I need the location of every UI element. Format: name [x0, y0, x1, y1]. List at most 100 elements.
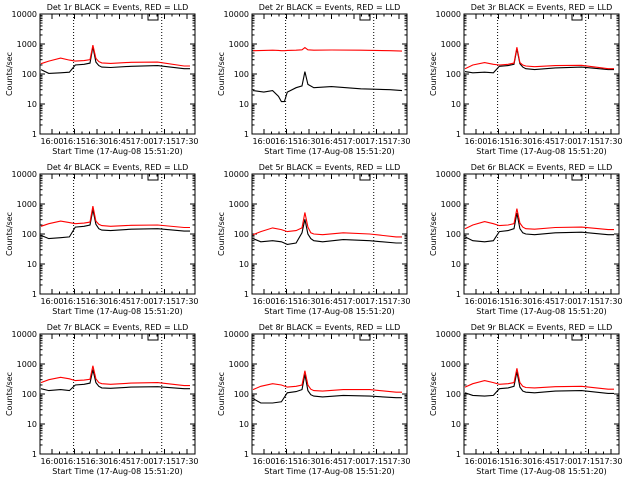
x-tick-label: 16:15: [275, 297, 298, 306]
x-tick-label: 17:00: [554, 297, 577, 306]
x-tick-label: 17:00: [130, 137, 153, 146]
y-tick-label: 10: [451, 100, 461, 109]
x-tick-label: 17:15: [577, 137, 600, 146]
y-tick-label: 1: [244, 450, 249, 459]
y-tick-label: 1: [32, 130, 37, 139]
y-tick-label: 10000: [12, 330, 37, 339]
x-tick-label: 16:30: [297, 457, 320, 466]
interval-marker: [359, 334, 371, 341]
y-axis-label: Counts/sec: [5, 212, 14, 256]
y-tick-label: 1000: [229, 40, 249, 49]
x-tick-label: 16:15: [63, 297, 86, 306]
detector-panel-1: Det 1r BLACK = Events, RED = LLD 1 10 100 10…: [5, 3, 199, 156]
y-tick-label: 1: [244, 290, 249, 299]
detector-panel-5: Det 5r BLACK = Events, RED = LLD 1 10 100 10…: [217, 163, 411, 316]
plot-frame: [39, 173, 196, 295]
y-tick-label: 10000: [12, 170, 37, 179]
y-tick-label: 1000: [17, 200, 37, 209]
y-tick-label: 10000: [224, 10, 249, 19]
panel-title: Det 3r BLACK = Events, RED = LLD: [471, 3, 613, 12]
y-tick-label: 1: [456, 450, 461, 459]
y-tick-label: 10000: [12, 10, 37, 19]
x-tick-label: 17:00: [554, 137, 577, 146]
y-axis-label: Counts/sec: [217, 212, 226, 256]
series-line-lld: [252, 46, 403, 52]
series-line-events: [252, 71, 403, 103]
x-tick-label: 16:45: [320, 137, 343, 146]
panel-title: Det 1r BLACK = Events, RED = LLD: [47, 3, 189, 12]
x-tick-label: 17:15: [365, 457, 388, 466]
y-tick-label: 10: [27, 100, 37, 109]
series-line-lld: [252, 370, 402, 393]
x-tick-label: 17:15: [153, 457, 176, 466]
x-tick-label: 17:00: [554, 457, 577, 466]
y-tick-label: 100: [22, 390, 37, 399]
x-tick-label: 17:15: [153, 297, 176, 306]
detector-panel-3: Det 3r BLACK = Events, RED = LLD 1 10 100 10…: [429, 3, 623, 156]
x-tick-label: 16:30: [297, 297, 320, 306]
x-tick-label: 17:30: [599, 457, 622, 466]
y-tick-label: 1000: [441, 40, 461, 49]
interval-marker: [571, 14, 583, 21]
x-axis-label: Start Time (17-Aug-08 15:51:20): [264, 307, 395, 316]
series-line-events: [252, 374, 402, 404]
y-tick-label: 100: [234, 70, 249, 79]
x-tick-label: 16:30: [509, 457, 532, 466]
x-tick-label: 16:00: [40, 297, 63, 306]
y-axis-label: Counts/sec: [429, 372, 438, 416]
y-tick-label: 100: [446, 390, 461, 399]
y-tick-label: 1000: [441, 200, 461, 209]
panel-title: Det 7r BLACK = Events, RED = LLD: [47, 323, 189, 332]
series-line-events: [252, 219, 402, 245]
x-axis-label: Start Time (17-Aug-08 15:51:20): [52, 307, 183, 316]
x-tick-label: 17:30: [387, 297, 410, 306]
y-tick-label: 1000: [441, 360, 461, 369]
detector-panel-9: Det 9r BLACK = Events, RED = LLD 1 10 100 10…: [429, 323, 623, 476]
y-tick-label: 1000: [17, 360, 37, 369]
x-tick-label: 17:30: [175, 297, 198, 306]
x-tick-label: 17:30: [175, 137, 198, 146]
y-tick-label: 10: [27, 260, 37, 269]
x-tick-label: 16:00: [252, 457, 275, 466]
interval-marker: [147, 14, 159, 21]
x-tick-label: 16:15: [487, 137, 510, 146]
x-tick-label: 16:15: [487, 297, 510, 306]
panel-title: Det 6r BLACK = Events, RED = LLD: [471, 163, 613, 172]
y-axis-label: Counts/sec: [429, 212, 438, 256]
series-line-lld: [464, 47, 614, 70]
y-axis-label: Counts/sec: [217, 372, 226, 416]
y-tick-label: 1: [456, 130, 461, 139]
x-tick-label: 16:00: [252, 297, 275, 306]
x-tick-label: 16:00: [40, 137, 63, 146]
y-tick-label: 10: [27, 420, 37, 429]
series-line-lld: [252, 212, 402, 238]
detector-panel-2: Det 2r BLACK = Events, RED = LLD 1 10 100 10…: [217, 3, 411, 156]
y-tick-label: 10000: [224, 170, 249, 179]
series-line-events: [40, 369, 190, 392]
x-tick-label: 16:30: [85, 457, 108, 466]
x-tick-label: 17:15: [577, 297, 600, 306]
y-tick-label: 1: [32, 290, 37, 299]
series-line-events: [464, 371, 614, 397]
interval-marker: [359, 174, 371, 181]
x-axis-label: Start Time (17-Aug-08 15:51:20): [476, 307, 607, 316]
x-tick-label: 17:15: [365, 137, 388, 146]
x-tick-label: 16:30: [297, 137, 320, 146]
x-tick-label: 17:30: [387, 457, 410, 466]
panel-title: Det 9r BLACK = Events, RED = LLD: [471, 323, 613, 332]
y-axis-label: Counts/sec: [429, 52, 438, 96]
series-line-lld: [464, 208, 614, 231]
x-tick-label: 17:00: [342, 137, 365, 146]
panel-title: Det 2r BLACK = Events, RED = LLD: [259, 3, 401, 12]
y-axis-label: Counts/sec: [5, 372, 14, 416]
detector-panel-6: Det 6r BLACK = Events, RED = LLD 1 10 100 10…: [429, 163, 623, 316]
plot-frame: [463, 13, 620, 135]
x-tick-label: 16:45: [108, 457, 131, 466]
x-tick-label: 16:30: [85, 137, 108, 146]
x-tick-label: 16:30: [509, 297, 532, 306]
plot-frame: [251, 333, 408, 455]
y-tick-label: 100: [22, 230, 37, 239]
y-tick-label: 10: [239, 260, 249, 269]
x-tick-label: 16:00: [40, 457, 63, 466]
x-tick-label: 16:00: [464, 457, 487, 466]
